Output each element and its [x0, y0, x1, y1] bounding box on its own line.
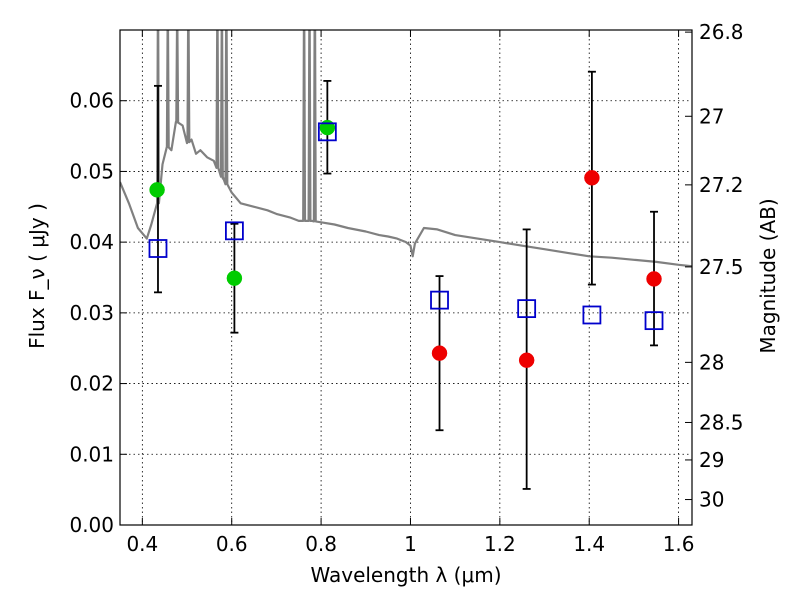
- y2-axis-label: Magnitude (AB): [756, 198, 780, 353]
- tick-labels: 0.4 0.6 0.8 1 1.2 1.4 1.6 0.00 0.01 0.02 0.03 0.04 0…: [69, 20, 743, 556]
- axis-ticks: [120, 30, 692, 526]
- y-tick-label: 0.02: [69, 372, 114, 396]
- square-marker: [517, 299, 537, 319]
- y-axis-label: Flux F_ν ( μJy ): [25, 203, 49, 349]
- spectrum-line: [120, 30, 692, 268]
- x-axis-label: Wavelength λ (μm): [310, 563, 501, 587]
- x-tick-label: 1.6: [663, 532, 695, 556]
- y2-tick-label: 30: [699, 488, 724, 512]
- plot-frame: [119, 29, 693, 526]
- y-tick-label: 0.03: [69, 301, 114, 325]
- y2-tick-label: 28: [699, 350, 724, 374]
- x-tick-label: 1: [404, 532, 417, 556]
- square-marker: [148, 239, 168, 258]
- x-tick-label: 0.4: [126, 532, 158, 556]
- x-tick-label: 0.6: [216, 532, 248, 556]
- y-tick-label: 0.06: [69, 89, 114, 113]
- y2-tick-label: 27.5: [699, 255, 744, 279]
- circle-marker: [584, 170, 600, 186]
- y2-tick-label: 27.2: [699, 173, 744, 197]
- circle-marker: [319, 119, 336, 136]
- y-tick-label: 0.01: [69, 442, 114, 466]
- y2-tick-label: 29: [699, 448, 724, 472]
- circle-marker: [226, 270, 243, 286]
- square-marker: [644, 311, 664, 331]
- y-tick-label: 0.00: [69, 513, 114, 537]
- x-tick-label: 0.8: [305, 532, 337, 556]
- model-spectrum: [120, 30, 692, 268]
- x-tick-label: 1.2: [484, 532, 516, 556]
- circle-marker: [646, 271, 662, 287]
- square-marker: [224, 221, 244, 241]
- x-tick-label: 1.4: [573, 532, 605, 556]
- y-tick-label: 0.05: [69, 159, 114, 183]
- circle-marker: [518, 352, 535, 368]
- circle-marker: [149, 182, 165, 198]
- square-marker: [317, 122, 337, 142]
- square-marker: [430, 290, 449, 310]
- data-markers: [148, 119, 664, 368]
- circle-marker: [431, 345, 448, 361]
- grid-lines: [120, 30, 692, 525]
- y2-tick-label: 28.5: [699, 410, 744, 434]
- y2-tick-label: 26.8: [699, 20, 744, 44]
- square-marker: [582, 305, 602, 325]
- y2-tick-label: 27: [699, 104, 724, 128]
- y-tick-label: 0.04: [69, 230, 114, 254]
